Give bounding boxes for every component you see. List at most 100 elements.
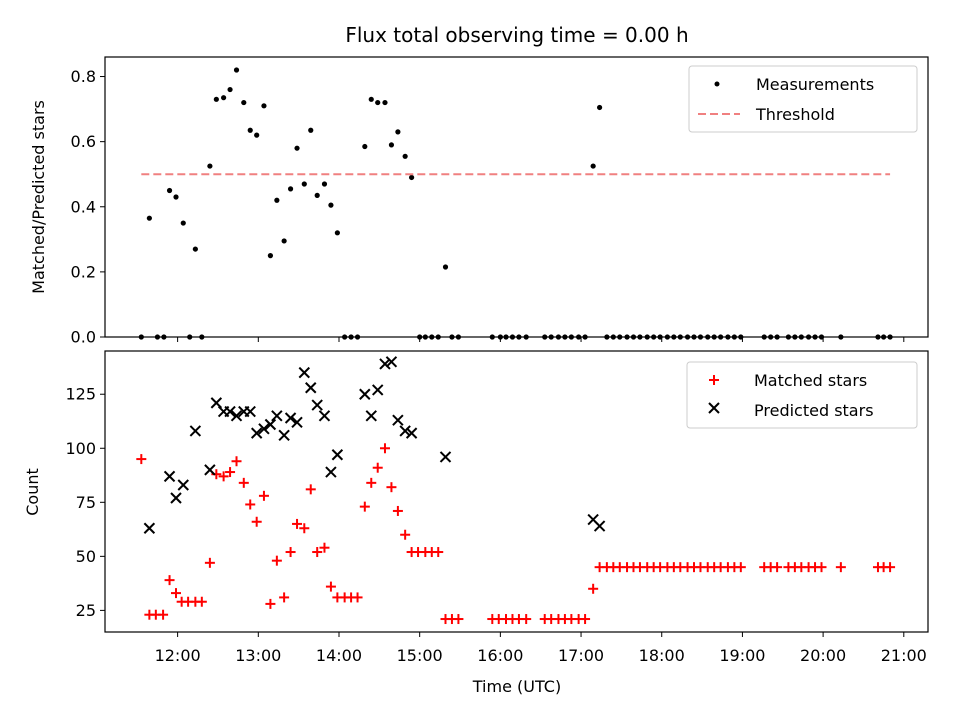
x-tick-label: 21:00 (881, 646, 927, 665)
predicted-stars-point (224, 405, 236, 418)
predicted-stars-point (258, 423, 270, 435)
measurement-point (294, 145, 300, 151)
legend-threshold-label: Threshold (755, 105, 835, 124)
predicted-stars-point (385, 356, 398, 368)
y-tick-label: 75 (76, 493, 96, 512)
predicted-stars-point (284, 412, 297, 424)
x-tick-label: 20:00 (800, 646, 846, 665)
measurement-point (281, 238, 287, 244)
predicted-stars-point (264, 418, 277, 431)
top-legend-box (688, 65, 918, 133)
predicted-stars-point (365, 410, 377, 422)
predicted-stars-point (593, 520, 606, 532)
measurement-point (590, 163, 596, 169)
predicted-stars-point (439, 451, 452, 463)
bottom-y-axis-label: Count (23, 468, 42, 516)
matched-stars-point (386, 482, 397, 493)
matched-stars-point (231, 456, 242, 467)
matched-stars-point (392, 505, 403, 516)
measurement-point (442, 264, 449, 270)
matched-stars-point (245, 499, 256, 510)
y-tick-label: 125 (65, 385, 96, 404)
matched-stars-point (312, 547, 323, 558)
top-plot-area (104, 56, 929, 338)
measurement-point (308, 127, 314, 133)
matched-stars-point (352, 592, 363, 603)
matched-stars-point (885, 562, 896, 573)
matched-stars-point (299, 523, 310, 534)
predicted-stars-point (318, 410, 331, 422)
y-tick-label: 0.4 (71, 197, 96, 216)
measurement-point (173, 194, 179, 200)
top-panel: 0.00.20.40.60.8 Matched/Predicted stars … (29, 56, 929, 347)
predicted-stars-point (170, 492, 182, 504)
matched-stars-point (171, 588, 182, 599)
predicted-stars-point (291, 416, 303, 429)
matched-stars-point (305, 484, 316, 495)
chart-title: Flux total observing time = 0.00 h (345, 23, 688, 47)
top-legend: Measurements Threshold (688, 65, 918, 133)
predicted-stars-point (230, 410, 243, 422)
matched-stars-point (816, 562, 827, 573)
matched-stars-point (238, 477, 249, 488)
matched-stars-point (265, 598, 276, 609)
matched-stars-point (196, 596, 207, 607)
y-tick-label: 0.6 (71, 132, 96, 151)
measurement-point (328, 202, 334, 208)
predicted-stars-point (250, 427, 263, 439)
legend-measurements-marker (714, 81, 720, 87)
predicted-stars-point (372, 384, 384, 396)
x-tick-label: 19:00 (719, 646, 765, 665)
matched-stars-point (372, 462, 383, 473)
predicted-stars-point (143, 522, 156, 534)
measurement-point (375, 99, 381, 106)
measurement-point (180, 220, 186, 226)
measurement-point (409, 174, 415, 181)
x-tick-label: 13:00 (235, 646, 281, 665)
predicted-stars-point (379, 358, 391, 370)
bottom-plot-area (104, 350, 929, 633)
matched-stars-point (292, 518, 303, 529)
predicted-stars-point (305, 382, 317, 394)
y-tick-label: 50 (76, 547, 96, 566)
predicted-stars-point (298, 366, 311, 379)
measurement-point (241, 99, 247, 106)
measurement-point (362, 143, 368, 150)
matched-stars-point (258, 490, 269, 501)
measurement-point (192, 246, 198, 252)
measurement-point (233, 67, 240, 73)
legend-measurements-label: Measurements (756, 75, 874, 94)
x-tick-label: 18:00 (639, 646, 685, 665)
measurement-point (382, 99, 388, 106)
matched-stars-point (772, 562, 783, 573)
matched-stars-point (136, 454, 147, 465)
matched-stars-point (735, 562, 746, 573)
measurement-point (221, 95, 227, 101)
matched-stars-point (453, 614, 464, 625)
legend-predicted-label: Predicted stars (754, 401, 874, 420)
matched-stars-point (279, 592, 290, 603)
legend-matched-marker (709, 375, 719, 385)
measurement-point (274, 197, 280, 203)
measurement-point (368, 96, 374, 102)
matched-stars-point (319, 542, 330, 553)
measurement-point (301, 181, 307, 187)
measurement-point (261, 103, 267, 109)
matched-stars-point (588, 583, 599, 594)
x-tick-label: 15:00 (397, 646, 443, 665)
matched-stars-point (379, 443, 390, 454)
legend-predicted-marker (708, 402, 720, 414)
top-y-axis-label: Matched/Predicted stars (29, 100, 48, 294)
predicted-stars-point (311, 399, 323, 411)
matched-stars-point (285, 547, 296, 558)
measurement-point (146, 215, 152, 221)
predicted-stars-point (204, 464, 216, 476)
matched-stars-point (835, 562, 846, 573)
measurement-point (388, 142, 395, 148)
matched-stars-point (218, 471, 229, 482)
measurement-point (287, 186, 294, 192)
matched-stars-point (164, 575, 175, 586)
measurement-point (597, 104, 603, 111)
measurement-point (213, 96, 219, 102)
